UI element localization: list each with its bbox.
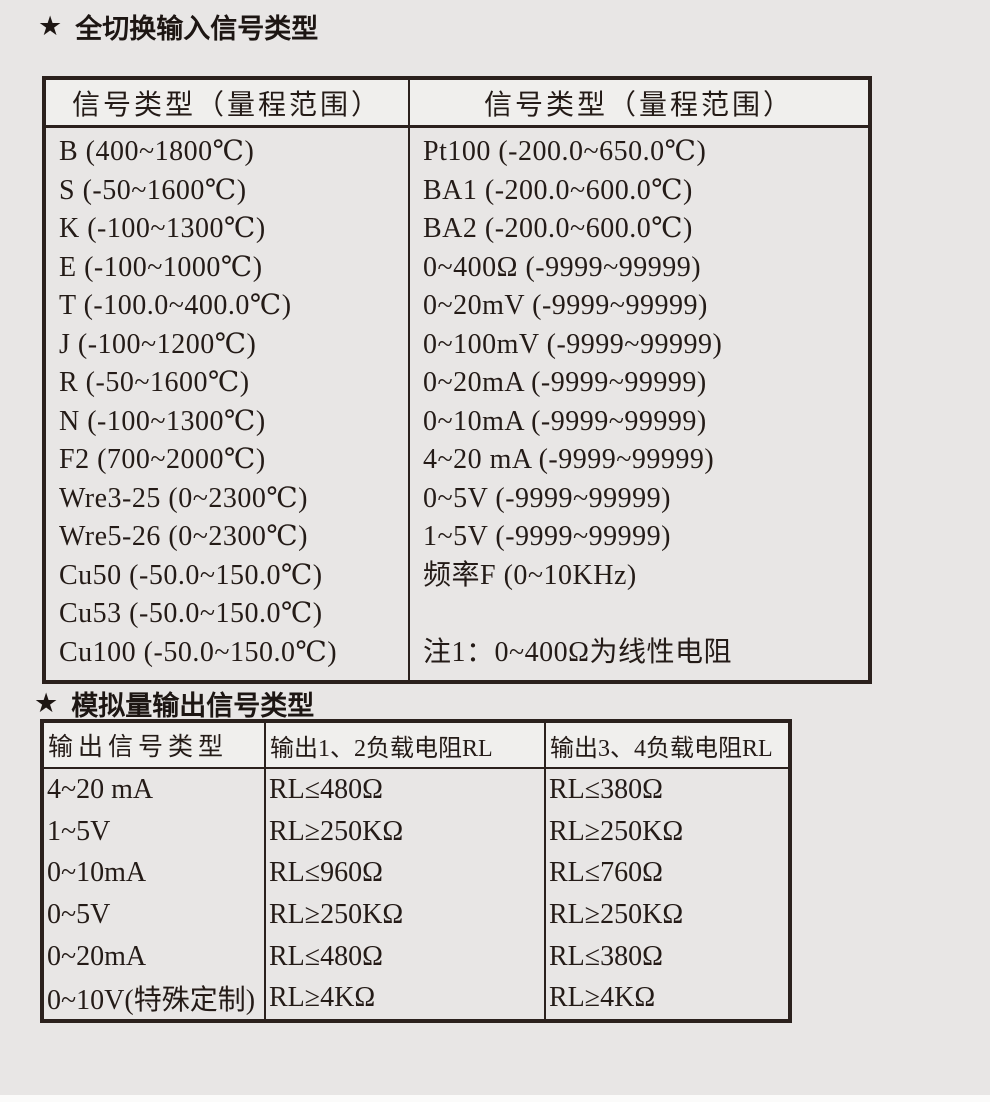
input-table-right-column: Pt100 (-200.0~650.0℃) BA1 (-200.0~600.0℃)… [410, 128, 868, 680]
input-signal-table: 信号类型（量程范围） 信号类型（量程范围） B (400~1800℃) S (-5… [42, 76, 872, 684]
load-resistance-1-2-cell: RL≥250KΩ [266, 894, 546, 936]
section-title: 全切换输入信号类型 [75, 14, 319, 45]
output-table-row: 4~20 mA RL≤480Ω RL≤380Ω [44, 769, 788, 811]
output-table-header-rl12: 输出1、2负载电阻RL [266, 723, 546, 767]
load-resistance-3-4-cell: RL≤760Ω [549, 857, 663, 889]
signal-row: 频率F (0~10KHz) [423, 559, 637, 591]
output-table-row: 0~20mA RL≤480Ω RL≤380Ω [44, 935, 788, 978]
input-table-left-column: B (400~1800℃) S (-50~1600℃) K (-100~1300℃)… [46, 128, 410, 680]
load-resistance-1-2-cell: RL≥250KΩ [266, 810, 546, 853]
load-resistance-3-4-cell: RL≥4KΩ [549, 982, 656, 1014]
output-type-cell: 0~20mA [44, 935, 266, 978]
output-type-cell: 0~10mA [44, 852, 266, 895]
signal-row: T (-100.0~400.0℃) [59, 290, 292, 321]
page-bottom-edge [0, 1095, 990, 1102]
signal-row: 0~20mA (-9999~99999) [423, 367, 707, 398]
output-table-header-type: 输出信号类型 [44, 723, 266, 767]
output-table-row: 0~10V(特殊定制) RL≥4KΩ RL≥4KΩ [44, 977, 788, 1020]
load-resistance-3-4-cell: RL≥250KΩ [549, 815, 684, 847]
signal-row: F2 (700~2000℃) [59, 444, 266, 475]
input-table-header-left: 信号类型（量程范围） [46, 80, 410, 125]
signal-row: BA1 (-200.0~600.0℃) [423, 174, 693, 206]
signal-row: Cu100 (-50.0~150.0℃) [59, 636, 338, 668]
signal-row: E (-100~1000℃) [59, 251, 263, 283]
signal-row: BA2 (-200.0~600.0℃) [423, 213, 693, 244]
output-table-header-row: 输出信号类型 输出1、2负载电阻RL 输出3、4负载电阻RL [44, 723, 788, 769]
star-icon: ★ [38, 11, 63, 42]
signal-row: 4~20 mA (-9999~99999) [423, 444, 715, 475]
signal-row: S (-50~1600℃) [59, 174, 247, 206]
signal-row: 0~100mV (-9999~99999) [423, 328, 723, 360]
output-table-row: 0~10mA RL≤960Ω RL≤760Ω [44, 852, 788, 895]
input-table-body: B (400~1800℃) S (-50~1600℃) K (-100~1300℃)… [46, 128, 868, 680]
output-type-cell: 4~20 mA [44, 769, 266, 811]
signal-row: 0~20mV (-9999~99999) [423, 290, 708, 321]
output-table-row: 0~5V RL≥250KΩ RL≥250KΩ [44, 894, 788, 936]
signal-row: 0~5V (-9999~99999) [423, 482, 671, 514]
load-resistance-3-4-cell: RL≤380Ω [549, 940, 663, 972]
signal-row: N (-100~1300℃) [59, 405, 266, 437]
output-signal-table: 输出信号类型 输出1、2负载电阻RL 输出3、4负载电阻RL 4~20 mA R… [40, 719, 792, 1023]
signal-row [423, 595, 868, 634]
signal-row: 1~5V (-9999~99999) [423, 521, 671, 552]
signal-row: Cu50 (-50.0~150.0℃) [59, 559, 323, 591]
load-resistance-1-2-cell: RL≤480Ω [266, 935, 546, 978]
star-icon: ★ [34, 688, 59, 719]
input-table-header-right: 信号类型（量程范围） [483, 89, 794, 121]
signal-row: R (-50~1600℃) [59, 367, 250, 398]
load-resistance-1-2-cell: RL≥4KΩ [266, 977, 546, 1020]
signal-row: J (-100~1200℃) [59, 328, 257, 360]
section-heading-input-signals: ★ 全切换输入信号类型 [38, 7, 318, 46]
output-type-cell: 0~10V(特殊定制) [44, 977, 266, 1020]
load-resistance-1-2-cell: RL≤960Ω [266, 852, 546, 895]
section-title: 模拟量输出信号类型 [71, 691, 315, 722]
signal-row: Cu53 (-50.0~150.0℃) [59, 598, 323, 629]
output-table-header-rl34: 输出3、4负载电阻RL [550, 735, 773, 762]
signal-row: 0~10mA (-9999~99999) [423, 405, 707, 437]
load-resistance-3-4-cell: RL≥250KΩ [549, 898, 684, 930]
load-resistance-3-4-cell: RL≤380Ω [549, 773, 663, 805]
signal-row: K (-100~1300℃) [59, 213, 266, 244]
signal-row: Wre5-26 (0~2300℃) [59, 521, 309, 552]
output-type-cell: 1~5V [44, 810, 266, 853]
section-heading-output-signals: ★ 模拟量输出信号类型 [34, 684, 314, 723]
load-resistance-1-2-cell: RL≤480Ω [266, 769, 546, 811]
signal-row: Wre3-25 (0~2300℃) [59, 482, 309, 514]
signal-row: 0~400Ω (-9999~99999) [423, 251, 702, 283]
input-table-header-row: 信号类型（量程范围） 信号类型（量程范围） [46, 80, 868, 128]
signal-row: 注1：0~400Ω为线性电阻 [423, 636, 732, 668]
output-type-cell: 0~5V [44, 894, 266, 936]
output-table-body: 4~20 mA RL≤480Ω RL≤380Ω 1~5V RL≥250KΩ RL… [44, 769, 788, 1020]
output-table-row: 1~5V RL≥250KΩ RL≥250KΩ [44, 810, 788, 853]
signal-row: Pt100 (-200.0~650.0℃) [423, 136, 707, 167]
signal-row: B (400~1800℃) [59, 136, 255, 167]
